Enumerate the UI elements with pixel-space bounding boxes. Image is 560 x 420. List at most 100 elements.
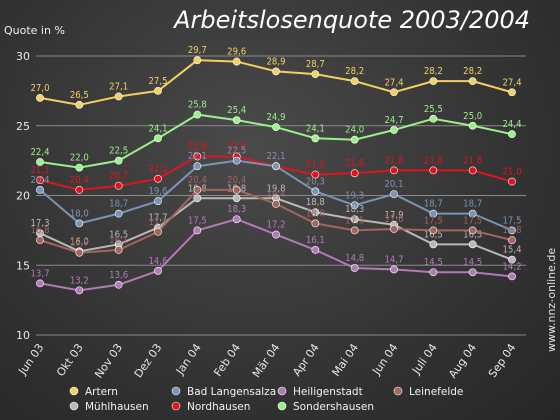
data-label: 22,1 xyxy=(266,151,285,162)
data-point xyxy=(429,166,438,175)
x-tick-label: Feb 04 xyxy=(211,341,243,379)
data-label: 18,7 xyxy=(424,199,443,210)
data-label: 25,0 xyxy=(463,111,482,122)
data-label: 20,3 xyxy=(306,176,325,187)
data-point xyxy=(36,279,44,288)
data-point xyxy=(232,215,241,224)
data-label: 17,3 xyxy=(30,218,49,229)
data-label: 19,8 xyxy=(266,183,285,194)
data-point xyxy=(272,67,280,76)
data-point xyxy=(193,56,202,65)
legend-label: Artern xyxy=(85,386,118,398)
legend-marker xyxy=(69,401,79,411)
legend-item: Nordhausen xyxy=(171,401,250,413)
data-label: 18,8 xyxy=(306,197,325,208)
data-point xyxy=(429,268,438,277)
data-point xyxy=(390,88,398,97)
data-label: 22,5 xyxy=(109,146,128,157)
data-point xyxy=(390,126,398,134)
data-point xyxy=(154,174,162,183)
data-label: 17,5 xyxy=(424,215,443,226)
data-label: 14,7 xyxy=(384,254,403,265)
data-point xyxy=(154,86,162,95)
data-label: 14,5 xyxy=(424,257,443,268)
data-label: 13,2 xyxy=(70,275,89,286)
data-point xyxy=(429,114,438,123)
data-point xyxy=(114,209,123,218)
legend-marker xyxy=(277,386,287,396)
x-tick-label: Aug 04 xyxy=(446,341,479,380)
data-point xyxy=(193,162,202,171)
data-point xyxy=(75,100,84,109)
data-point xyxy=(429,77,438,86)
y-tick-label: 25 xyxy=(16,120,30,133)
data-point xyxy=(114,246,123,254)
x-tick-label: Apr 04 xyxy=(290,341,322,378)
data-point xyxy=(272,123,280,132)
data-label: 24,0 xyxy=(345,125,364,136)
x-tick-label: Nov 03 xyxy=(92,341,125,380)
x-tick-label: Dez 03 xyxy=(132,341,165,380)
data-point xyxy=(114,92,123,101)
data-point xyxy=(350,135,359,144)
data-label: 14,5 xyxy=(463,257,482,268)
legend-marker xyxy=(393,386,403,396)
legend-item: Artern xyxy=(69,386,118,398)
legend-label: Sondershausen xyxy=(293,401,374,413)
data-point xyxy=(75,286,84,295)
data-point xyxy=(36,93,44,102)
series-artern: 27,0 26,5 27,1 27,5 29,7 29,6 28,9 28,7 28,2 27,4… xyxy=(30,45,522,109)
data-label: 28,2 xyxy=(424,66,443,77)
legend-label: Nordhausen xyxy=(187,401,250,413)
y-tick-label: 20 xyxy=(16,190,30,203)
data-point xyxy=(36,158,44,166)
data-label: 24,4 xyxy=(502,119,521,130)
data-point xyxy=(75,163,84,172)
x-tick-label: Okt 03 xyxy=(54,341,86,379)
data-point xyxy=(390,265,398,274)
data-label: 15,9 xyxy=(70,238,89,249)
chart-title: Arbeitslosenquote 2003/2004 xyxy=(172,6,530,34)
data-label: 17,9 xyxy=(384,210,403,221)
data-point xyxy=(468,209,477,218)
data-point xyxy=(232,194,241,203)
data-point xyxy=(350,226,359,235)
data-point xyxy=(508,255,516,264)
data-label: 13,6 xyxy=(109,270,128,281)
data-label: 24,7 xyxy=(384,115,403,126)
data-label: 17,5 xyxy=(345,215,364,226)
data-label: 16,1 xyxy=(109,235,128,246)
data-label: 20,4 xyxy=(188,175,207,186)
data-point xyxy=(36,236,44,245)
data-label: 21,2 xyxy=(148,164,167,175)
legend-item: Heiligenstadt xyxy=(277,386,363,398)
series-sondershausen: 22,4 22,0 22,5 24,1 25,8 25,4 24,9 24,1 24,0 24,7… xyxy=(30,100,522,172)
data-label: 16,5 xyxy=(424,229,443,240)
data-label: 16,1 xyxy=(306,235,325,246)
data-point xyxy=(232,156,241,165)
data-point xyxy=(350,264,359,272)
data-label: 20,4 xyxy=(227,175,246,186)
watermark: www.nnz-online.de xyxy=(545,248,558,352)
x-tick-label: Jan 04 xyxy=(173,341,204,377)
data-point xyxy=(36,176,44,185)
data-label: 22,5 xyxy=(227,146,246,157)
data-label: 22,1 xyxy=(266,151,285,162)
x-tick-label: Mai 04 xyxy=(329,341,361,379)
data-point xyxy=(311,134,320,143)
data-label: 13,7 xyxy=(30,268,49,279)
data-label: 17,4 xyxy=(148,217,167,228)
data-point xyxy=(468,240,477,249)
data-point xyxy=(272,162,280,171)
data-point xyxy=(75,248,84,257)
data-point xyxy=(311,170,320,179)
data-label: 25,4 xyxy=(227,105,246,116)
data-label: 28,2 xyxy=(345,66,364,77)
data-point xyxy=(508,226,516,235)
data-label: 25,5 xyxy=(424,104,443,115)
data-label: 22,8 xyxy=(188,141,207,152)
data-label: 27,4 xyxy=(384,77,403,88)
data-label: 17,5 xyxy=(502,215,521,226)
data-label: 28,9 xyxy=(266,56,285,67)
legend-item: Sondershausen xyxy=(277,401,374,413)
